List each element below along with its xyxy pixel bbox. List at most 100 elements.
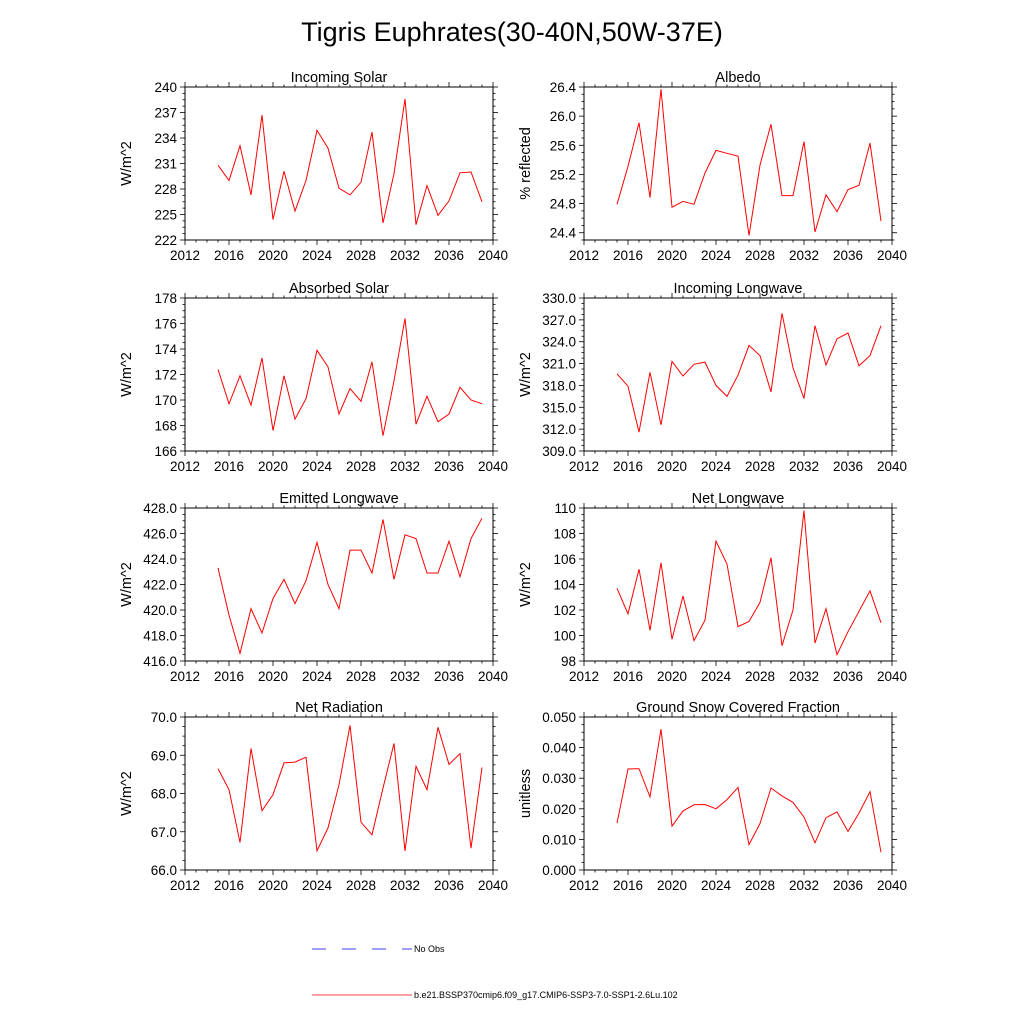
panel-grid: Incoming Solar W/m^2 2012 2016 2020 2024 2028 2… [119,70,907,893]
y-tick-label: 0.010 [542,832,576,847]
y-tick-label: 104 [553,578,576,593]
y-tick-label: 315.0 [542,400,576,415]
x-tick-label: 2012 [569,878,599,893]
x-tick-label: 2012 [170,248,200,263]
y-tick-label: 422.0 [143,578,177,593]
x-tick-label: 2020 [258,669,288,684]
y-tick-label: 428.0 [143,501,177,516]
y-tick-label: 24.4 [550,226,577,241]
x-tick-label: 2012 [569,669,599,684]
x-tick-label: 2040 [478,459,508,474]
y-tick-label: 26.0 [550,109,576,124]
series-line [217,98,483,225]
y-tick-label: 240 [154,80,177,95]
x-tick-label: 2024 [701,878,732,893]
y-tick-label: 70.0 [151,710,177,725]
figure-title: Tigris Euphrates(30-40N,50W-37E) [301,17,723,47]
x-tick-label: 2012 [170,669,200,684]
x-tick-label: 2024 [302,669,333,684]
x-tick-label: 2024 [302,248,333,263]
y-tick-label: 66.0 [151,863,177,878]
x-tick-label: 2040 [877,878,907,893]
plot-frame [583,716,893,871]
panel-title: Incoming Longwave [674,281,803,297]
panel-title: Net Radiation [295,700,383,716]
series-line [616,89,882,236]
y-axis-label: W/m^2 [119,141,135,186]
y-tick-label: 225 [154,208,177,223]
y-tick-label: 172 [154,368,177,383]
x-tick-label: 2032 [789,669,819,684]
y-tick-label: 110 [554,501,576,516]
x-tick-label: 2032 [390,669,420,684]
x-tick-label: 2036 [434,248,464,263]
y-tick-label: 166 [154,444,177,459]
x-tick-label: 2016 [613,459,643,474]
legend-label-no-obs: No Obs [414,944,445,954]
plot-frame [184,507,494,662]
y-tick-label: 25.6 [550,138,576,153]
panel-title: Ground Snow Covered Fraction [636,700,840,716]
y-tick-label: 174 [154,342,177,357]
panel-albedo: Albedo % reflected 2012 2016 2020 2024 2028 203… [518,70,907,263]
plot-frame [583,507,893,662]
y-tick-label: 237 [154,106,177,121]
y-tick-label: 24.8 [550,197,576,212]
x-tick-label: 2016 [613,248,643,263]
x-tick-label: 2028 [745,878,775,893]
x-tick-label: 2020 [657,878,687,893]
y-tick-label: 330.0 [542,291,576,306]
series-line [217,517,483,656]
x-tick-label: 2020 [258,248,288,263]
series-line [616,510,882,657]
x-tick-label: 2016 [613,669,643,684]
x-tick-label: 2036 [833,459,863,474]
series-line [217,725,483,853]
x-tick-label: 2024 [302,459,333,474]
y-tick-label: 0.050 [542,710,576,725]
x-tick-label: 2016 [214,248,244,263]
plot-frame [184,297,494,452]
panel-title: Absorbed Solar [289,281,389,297]
panel-title: Net Longwave [692,491,785,507]
y-axis-label: W/m^2 [119,562,135,607]
x-tick-label: 2032 [390,878,420,893]
x-tick-label: 2024 [701,459,732,474]
x-tick-label: 2024 [701,248,732,263]
plot-frame [184,86,494,241]
x-tick-label: 2016 [214,878,244,893]
y-tick-label: 327.0 [542,313,576,328]
x-tick-label: 2032 [789,459,819,474]
y-tick-label: 231 [154,157,177,172]
x-tick-label: 2032 [789,248,819,263]
y-tick-label: 309.0 [542,444,576,459]
x-tick-label: 2028 [745,459,775,474]
panel-net-radiation: Net Radiation W/m^2 2012 2016 2020 2024 2028 20… [119,700,508,893]
panel-title: Incoming Solar [291,70,388,86]
x-tick-label: 2036 [434,878,464,893]
y-tick-label: 106 [553,552,576,567]
y-axis-label: W/m^2 [119,352,135,397]
x-tick-label: 2012 [569,248,599,263]
panel-net-longwave: Net Longwave W/m^2 2012 2016 2020 2024 2028 203… [518,491,907,684]
legend: No Obs b.e21.BSSP370cmip6.f09_g17.CMIP6-… [312,944,678,1000]
y-tick-label: 312.0 [542,422,576,437]
x-tick-label: 2024 [302,878,333,893]
x-tick-label: 2028 [346,878,376,893]
x-tick-label: 2012 [569,459,599,474]
series-line [616,313,882,433]
panel-title: Emitted Longwave [279,491,398,507]
panel-absorbed-solar: Absorbed Solar W/m^2 2012 2016 2020 2024 2028 2… [119,281,508,474]
x-tick-label: 2032 [390,459,420,474]
y-axis-label: W/m^2 [119,771,135,816]
y-axis-label: W/m^2 [518,352,534,397]
x-tick-label: 2040 [478,878,508,893]
x-tick-label: 2040 [478,669,508,684]
series-line [616,729,882,853]
panel-title: Albedo [715,70,760,86]
y-tick-label: 0.030 [542,771,576,786]
y-tick-label: 0.000 [542,863,576,878]
y-axis-label: W/m^2 [518,562,534,607]
y-tick-label: 418.0 [143,629,177,644]
panel-emitted-longwave: Emitted Longwave W/m^2 2012 2016 2020 2024 202… [119,491,508,684]
